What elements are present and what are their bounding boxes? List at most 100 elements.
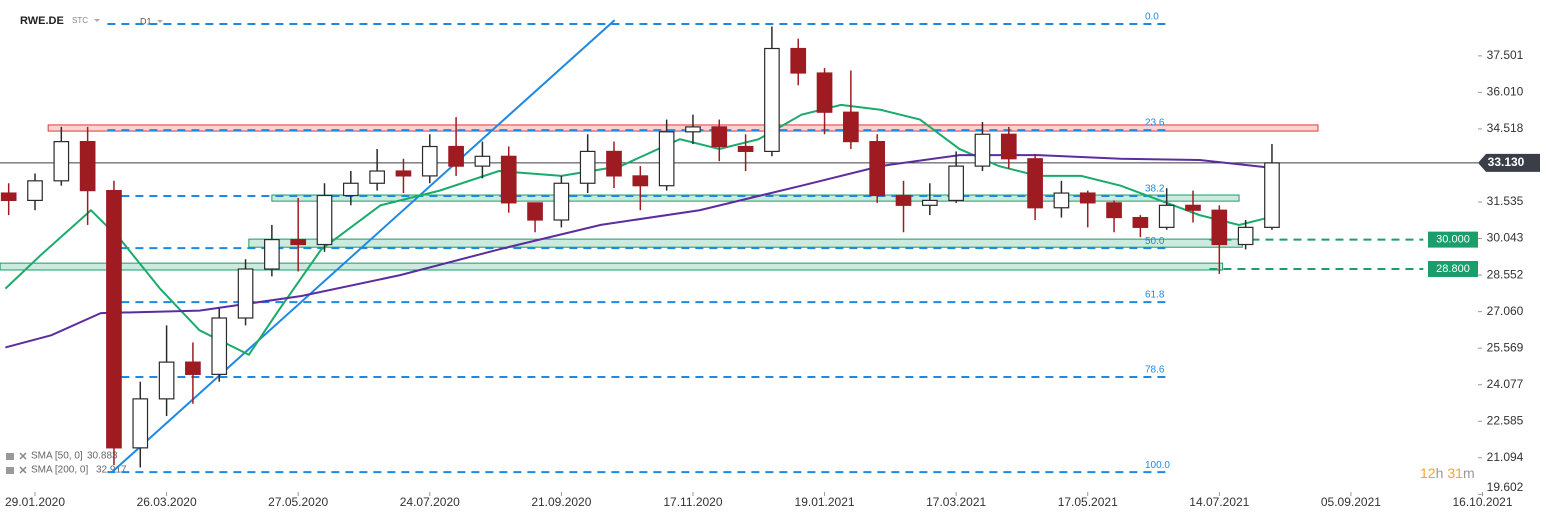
- y-tick-label: 22.585: [1487, 413, 1524, 427]
- unit: h: [1436, 465, 1444, 481]
- x-tick-label: 24.07.2020: [400, 495, 460, 509]
- x-tick-label: 05.09.2021: [1321, 495, 1381, 509]
- candle-body: [895, 194, 912, 206]
- candle-body: [448, 145, 464, 167]
- price-tag: [1478, 153, 1540, 172]
- candle-body: [711, 126, 728, 148]
- candle-body: [158, 361, 175, 400]
- y-tick-label: 27.060: [1487, 304, 1524, 318]
- dropdown-icon[interactable]: [157, 20, 163, 23]
- candle-body: [816, 72, 833, 113]
- dropdown-icon[interactable]: [94, 19, 100, 22]
- x-tick-label: 21.09.2020: [531, 495, 591, 509]
- x-tick-label: 19.01.2021: [795, 495, 855, 509]
- remove-icon[interactable]: [19, 466, 27, 474]
- x-tick-label: 27.05.2020: [268, 495, 328, 509]
- candle-body: [1027, 158, 1043, 209]
- candle-body: [764, 47, 780, 153]
- market: STC: [72, 16, 88, 25]
- candle-body: [843, 111, 859, 143]
- legend-icon[interactable]: [6, 467, 14, 474]
- fib-label: 78.6: [1145, 365, 1165, 376]
- candle-body: [790, 47, 807, 74]
- x-tick-label: 29.01.2020: [5, 495, 65, 509]
- x-tick-label: 16.10.2021: [1452, 495, 1512, 509]
- x-tick-label: 17.03.2021: [926, 495, 986, 509]
- candle-body: [53, 141, 70, 182]
- candle-body: [1237, 226, 1254, 246]
- candle-body: [1079, 192, 1096, 204]
- legend: SMA [50, 0] 30.883 SMA [200, 0] 32.917: [6, 451, 127, 476]
- remove-icon[interactable]: [19, 452, 27, 460]
- y-tick-label: 36.010: [1487, 85, 1524, 99]
- fib-label: 100.0: [1145, 460, 1170, 471]
- candle-body: [1053, 192, 1070, 209]
- candle-body: [500, 155, 517, 204]
- interval[interactable]: D1: [140, 16, 152, 26]
- y-tick-label: 19.602: [1487, 480, 1524, 494]
- candle-body: [658, 131, 675, 187]
- countdown: 12h 31m: [1420, 465, 1475, 481]
- level-label: 28.800: [1436, 263, 1470, 275]
- level-tag: [1428, 261, 1478, 278]
- candle-body: [395, 170, 412, 177]
- candle-body: [132, 398, 149, 449]
- zone: [248, 238, 1243, 248]
- x-tick-label: 26.03.2020: [137, 495, 197, 509]
- candle-body: [1106, 202, 1122, 219]
- candle-body: [1158, 204, 1175, 228]
- y-tick-label: 28.552: [1487, 267, 1524, 281]
- fib-label: 0.0: [1145, 12, 1159, 23]
- candle-body: [1000, 133, 1017, 160]
- fib-label: 50.0: [1145, 236, 1165, 247]
- legend-value: 32.917: [96, 465, 127, 476]
- candle-body: [948, 165, 964, 202]
- candle-body: [869, 141, 886, 197]
- y-tick-label: 24.077: [1487, 377, 1524, 391]
- candle-body: [606, 150, 622, 177]
- symbol[interactable]: RWE.DE: [20, 15, 64, 27]
- y-tick-label: 31.535: [1487, 194, 1524, 208]
- candle-body: [527, 202, 543, 221]
- candle-body: [1185, 204, 1201, 211]
- legend-name: SMA [200, 0]: [31, 465, 88, 476]
- candle-body: [579, 150, 596, 184]
- candle-body: [237, 268, 254, 319]
- level-label: 30.000: [1436, 234, 1470, 246]
- y-tick-label: 37.501: [1487, 48, 1524, 62]
- level-tag: [1428, 231, 1478, 248]
- candle-body: [79, 141, 96, 192]
- candle-body: [553, 182, 570, 221]
- candle-body: [632, 175, 649, 187]
- candle-body: [106, 190, 122, 449]
- y-tick-label: 25.569: [1487, 340, 1524, 354]
- minutes: 31: [1447, 465, 1463, 481]
- x-tick-label: 17.05.2021: [1058, 495, 1118, 509]
- sma-line: [4, 103, 1279, 357]
- candle-body: [264, 239, 280, 270]
- candle-body: [1211, 209, 1228, 246]
- y-tick-label: 21.094: [1487, 450, 1524, 464]
- candle-body: [685, 126, 701, 133]
- y-tick-label: 30.043: [1487, 231, 1524, 245]
- x-tick-label: 17.11.2020: [663, 495, 722, 509]
- hours: 12: [1420, 465, 1436, 481]
- candle-body: [1132, 216, 1149, 228]
- candle-body: [211, 317, 228, 375]
- candle-body: [737, 145, 754, 153]
- candle-body: [185, 361, 201, 375]
- candle-body: [1264, 162, 1280, 228]
- legend-name: SMA [50, 0]: [31, 451, 83, 462]
- fib-label: 61.8: [1145, 290, 1165, 301]
- price-label: 33.130: [1488, 155, 1525, 169]
- legend-value: 30.883: [87, 451, 118, 462]
- candle-body: [974, 133, 991, 167]
- x-tick-label: 14.07.2021: [1189, 495, 1249, 509]
- candle-body: [0, 192, 17, 202]
- legend-icon[interactable]: [6, 453, 14, 460]
- fib-label: 38.2: [1145, 184, 1165, 195]
- y-tick-label: 34.518: [1487, 121, 1524, 135]
- zone: [0, 262, 1224, 271]
- candle-body: [290, 239, 307, 246]
